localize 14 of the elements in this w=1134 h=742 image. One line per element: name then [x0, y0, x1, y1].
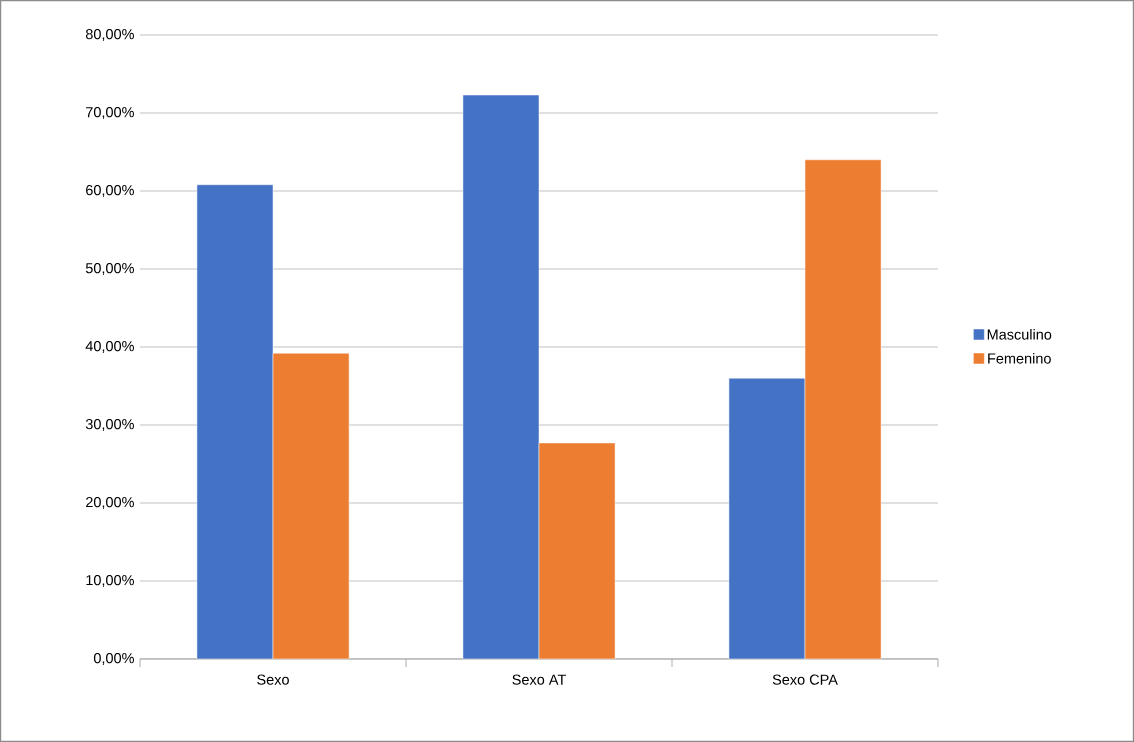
- x-tick-label: Sexo CPA: [772, 674, 838, 685]
- x-tick-label: Sexo AT: [512, 674, 566, 685]
- legend-label: Femenino: [988, 352, 1051, 364]
- y-tick-label: 20,00%: [86, 497, 134, 509]
- y-tick-label: 70,00%: [86, 107, 134, 119]
- y-tick-label: 50,00%: [85, 263, 134, 275]
- y-tick-label: 30,00%: [85, 419, 134, 431]
- y-tick-label: 0,00%: [93, 653, 134, 665]
- x-tick-label: Sexo: [257, 674, 289, 685]
- y-tick-label: 60,00%: [86, 185, 134, 197]
- y-tick-label: 10,00%: [86, 575, 134, 587]
- y-tick-label: 40,00%: [85, 341, 134, 353]
- y-tick-label: 80,00%: [85, 29, 134, 41]
- legend-label: Masculino: [987, 329, 1052, 340]
